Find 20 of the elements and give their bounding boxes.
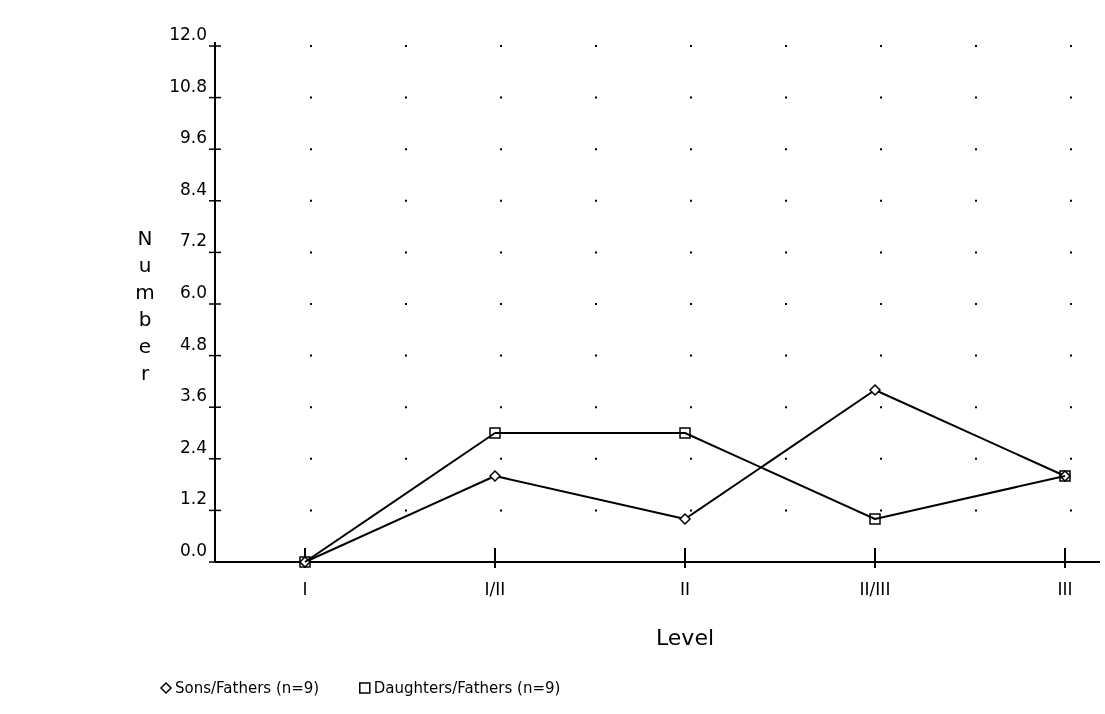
y-tick-label: 9.6	[179, 127, 207, 148]
y-tick-label: 2.4	[179, 436, 207, 457]
legend-label: Sons/Fathers (n=9)	[175, 679, 320, 697]
x-tick-label: II/III	[859, 579, 891, 599]
legend-label: Daughters/Fathers (n=9)	[373, 679, 561, 697]
x-tick-label: I/II	[484, 579, 506, 599]
y-tick-label: 8.4	[179, 178, 207, 199]
y-tick-label: 3.6	[179, 385, 207, 406]
y-tick-label: 4.8	[179, 333, 207, 354]
y-tick-label: 12.0	[169, 24, 207, 44]
y-tick-label: 6.0	[179, 282, 207, 302]
y-tick-label: 7.2	[179, 230, 207, 251]
x-tick-label: II	[679, 579, 691, 599]
x-tick-label: I	[302, 579, 308, 599]
x-axis-title: Level	[655, 625, 715, 650]
y-axis-title: Number	[135, 226, 155, 385]
x-tick-label: III	[1057, 579, 1073, 599]
y-tick-label: 10.8	[169, 75, 207, 96]
y-tick-label: 0.0	[179, 540, 207, 560]
y-tick-label: 1.2	[179, 488, 207, 509]
